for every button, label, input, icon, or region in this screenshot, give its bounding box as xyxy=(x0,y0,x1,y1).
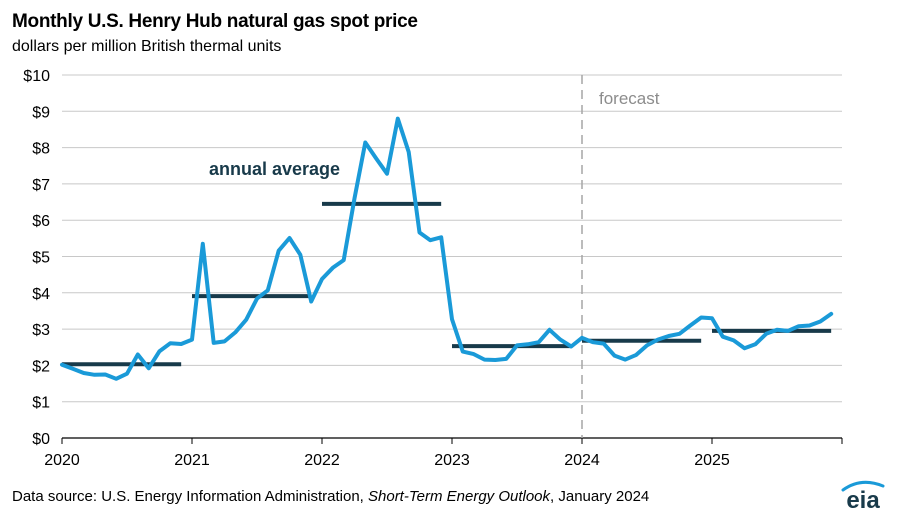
y-tick-label: $6 xyxy=(32,213,50,230)
monthly-price-series xyxy=(60,116,834,381)
x-tick-label: 2024 xyxy=(564,452,600,469)
y-tick-label: $5 xyxy=(32,250,50,267)
eia-logo-arc xyxy=(841,480,885,492)
chart-title: Monthly U.S. Henry Hub natural gas spot … xyxy=(12,11,418,32)
gridlines xyxy=(62,74,842,403)
annual-average-label: annual average xyxy=(209,159,340,179)
y-tick-label: $9 xyxy=(32,104,50,121)
source-suffix: , January 2024 xyxy=(550,488,650,505)
chart-annotations: annual average xyxy=(209,159,340,179)
y-tick-label: $3 xyxy=(32,322,50,339)
y-tick-label: $2 xyxy=(32,358,50,375)
source-publication: Short-Term Energy Outlook xyxy=(368,488,551,505)
y-tick-label: $10 xyxy=(23,68,50,85)
chart-subtitle: dollars per million British thermal unit… xyxy=(12,38,282,55)
x-tick-label: 2025 xyxy=(694,452,730,469)
forecast-region: forecast xyxy=(581,75,660,438)
y-tick-label: $1 xyxy=(32,395,50,412)
eia-logo-text: eia xyxy=(846,487,880,513)
x-tick-label: 2022 xyxy=(304,452,340,469)
axes: $0 $1 $2 $3 $4 $5 $6 $7 $8 $9 $10 2020 2021 2022 2023 2… xyxy=(23,68,843,469)
y-tick-label: $0 xyxy=(32,431,50,448)
x-tick-label: 2020 xyxy=(44,452,80,469)
data-source-note: Data source: U.S. Energy Information Adm… xyxy=(12,488,649,505)
x-tick-label: 2021 xyxy=(174,452,210,469)
y-tick-label: $7 xyxy=(32,177,50,194)
x-tick-label: 2023 xyxy=(434,452,470,469)
forecast-label: forecast xyxy=(599,89,660,108)
eia-logo: eia xyxy=(841,480,885,513)
y-tick-label: $4 xyxy=(32,286,50,303)
monthly-price-line xyxy=(60,116,834,381)
source-prefix: Data source: U.S. Energy Information Adm… xyxy=(12,488,368,505)
y-tick-label: $8 xyxy=(32,141,50,158)
